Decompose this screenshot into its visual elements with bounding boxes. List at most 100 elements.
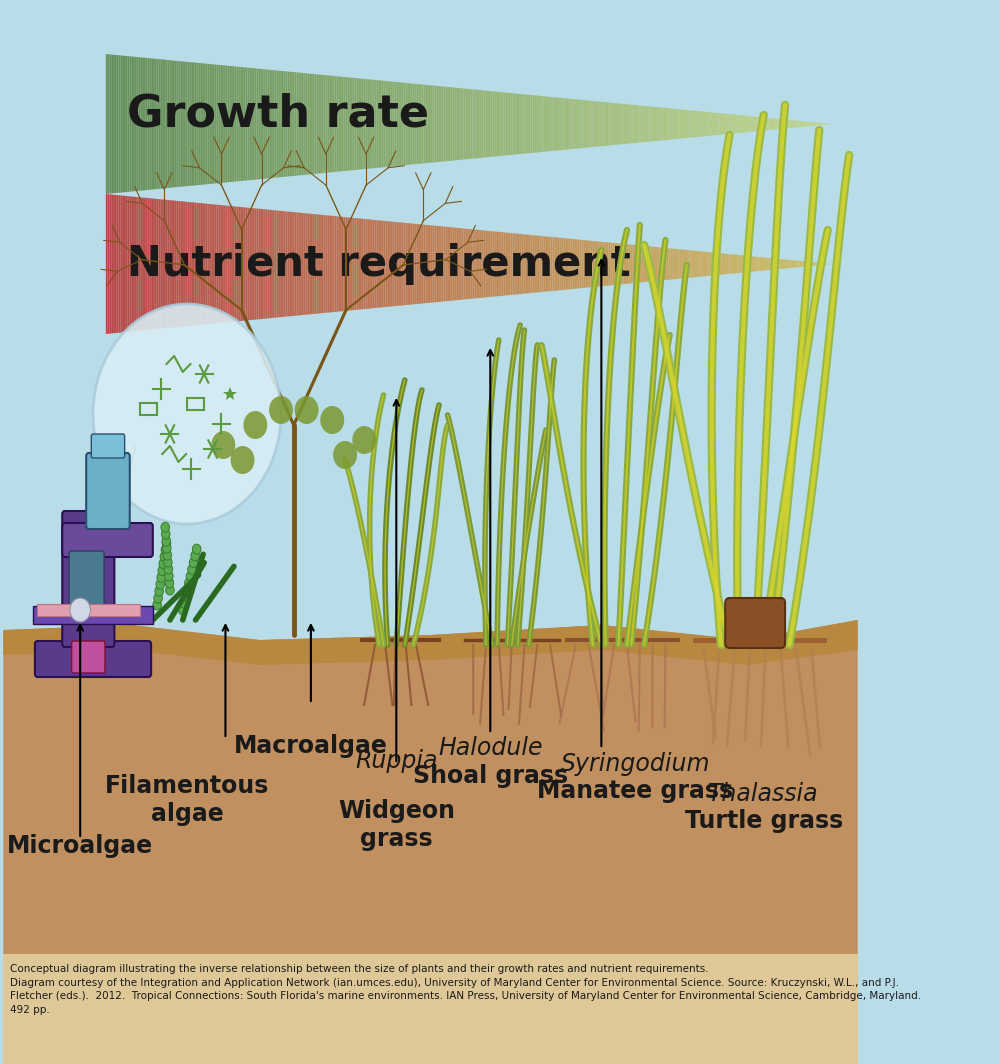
Polygon shape bbox=[418, 225, 420, 304]
Circle shape bbox=[192, 544, 201, 554]
Polygon shape bbox=[142, 198, 144, 331]
Polygon shape bbox=[825, 263, 827, 265]
Circle shape bbox=[154, 593, 162, 603]
Polygon shape bbox=[727, 114, 729, 134]
Circle shape bbox=[243, 411, 267, 439]
Polygon shape bbox=[502, 93, 503, 155]
Polygon shape bbox=[445, 87, 447, 162]
Polygon shape bbox=[749, 116, 750, 132]
Polygon shape bbox=[220, 65, 222, 183]
Polygon shape bbox=[146, 198, 148, 330]
Circle shape bbox=[164, 564, 173, 575]
Polygon shape bbox=[650, 106, 652, 142]
Polygon shape bbox=[634, 245, 636, 283]
Polygon shape bbox=[710, 252, 712, 276]
Polygon shape bbox=[654, 247, 656, 281]
Polygon shape bbox=[609, 102, 611, 146]
Polygon shape bbox=[663, 107, 665, 140]
Polygon shape bbox=[247, 68, 249, 181]
Circle shape bbox=[186, 571, 195, 581]
Polygon shape bbox=[158, 199, 160, 329]
Polygon shape bbox=[647, 246, 649, 282]
Polygon shape bbox=[474, 89, 476, 159]
Polygon shape bbox=[729, 114, 730, 134]
Circle shape bbox=[333, 440, 357, 469]
Polygon shape bbox=[369, 219, 371, 309]
Polygon shape bbox=[585, 100, 587, 148]
Circle shape bbox=[163, 550, 172, 560]
Polygon shape bbox=[583, 100, 585, 148]
Polygon shape bbox=[458, 228, 460, 300]
Circle shape bbox=[153, 600, 161, 610]
Polygon shape bbox=[598, 242, 600, 286]
Polygon shape bbox=[108, 54, 109, 194]
Polygon shape bbox=[678, 249, 680, 279]
Bar bbox=[3, 954, 858, 1064]
Polygon shape bbox=[629, 104, 631, 144]
Polygon shape bbox=[206, 203, 208, 325]
Polygon shape bbox=[473, 89, 474, 159]
Polygon shape bbox=[696, 251, 698, 277]
Polygon shape bbox=[247, 207, 249, 320]
Polygon shape bbox=[727, 254, 729, 275]
Polygon shape bbox=[808, 121, 810, 127]
Polygon shape bbox=[551, 97, 552, 151]
Polygon shape bbox=[273, 210, 275, 318]
Polygon shape bbox=[129, 196, 131, 332]
Polygon shape bbox=[162, 199, 164, 329]
Circle shape bbox=[161, 522, 169, 532]
Polygon shape bbox=[177, 61, 178, 187]
Polygon shape bbox=[803, 261, 805, 267]
Polygon shape bbox=[139, 57, 140, 190]
Polygon shape bbox=[449, 87, 451, 161]
Polygon shape bbox=[128, 196, 129, 332]
Polygon shape bbox=[741, 115, 743, 133]
Polygon shape bbox=[431, 226, 433, 302]
Polygon shape bbox=[195, 63, 197, 185]
Polygon shape bbox=[302, 213, 304, 315]
Polygon shape bbox=[685, 110, 687, 138]
Polygon shape bbox=[158, 60, 160, 189]
Polygon shape bbox=[311, 214, 313, 314]
Polygon shape bbox=[534, 96, 536, 153]
Polygon shape bbox=[734, 115, 736, 133]
Polygon shape bbox=[365, 79, 367, 169]
Polygon shape bbox=[131, 197, 133, 332]
Polygon shape bbox=[280, 211, 282, 317]
Polygon shape bbox=[812, 122, 814, 126]
Polygon shape bbox=[779, 119, 781, 129]
Polygon shape bbox=[226, 205, 227, 322]
Polygon shape bbox=[189, 202, 191, 326]
Polygon shape bbox=[603, 102, 605, 146]
Polygon shape bbox=[375, 80, 376, 168]
Polygon shape bbox=[781, 260, 783, 269]
Polygon shape bbox=[411, 223, 413, 304]
Polygon shape bbox=[135, 56, 137, 192]
Polygon shape bbox=[776, 118, 778, 130]
Circle shape bbox=[191, 551, 199, 561]
Polygon shape bbox=[264, 69, 266, 179]
Polygon shape bbox=[482, 90, 483, 157]
Polygon shape bbox=[402, 222, 404, 305]
Polygon shape bbox=[609, 243, 611, 285]
Polygon shape bbox=[523, 234, 525, 294]
Polygon shape bbox=[218, 205, 220, 323]
Polygon shape bbox=[807, 262, 808, 266]
Polygon shape bbox=[429, 226, 431, 303]
Polygon shape bbox=[774, 259, 776, 269]
Polygon shape bbox=[119, 55, 120, 193]
Polygon shape bbox=[716, 253, 718, 276]
Polygon shape bbox=[476, 89, 478, 159]
Polygon shape bbox=[175, 201, 177, 328]
Polygon shape bbox=[162, 60, 164, 188]
Polygon shape bbox=[636, 105, 638, 143]
Polygon shape bbox=[229, 66, 231, 182]
Polygon shape bbox=[333, 76, 335, 172]
Text: Growth rate: Growth rate bbox=[127, 93, 429, 135]
Polygon shape bbox=[750, 116, 752, 132]
Polygon shape bbox=[531, 235, 532, 293]
Text: Halodule: Halodule bbox=[438, 736, 543, 760]
Polygon shape bbox=[483, 231, 485, 298]
Circle shape bbox=[155, 586, 163, 596]
Polygon shape bbox=[117, 55, 119, 193]
